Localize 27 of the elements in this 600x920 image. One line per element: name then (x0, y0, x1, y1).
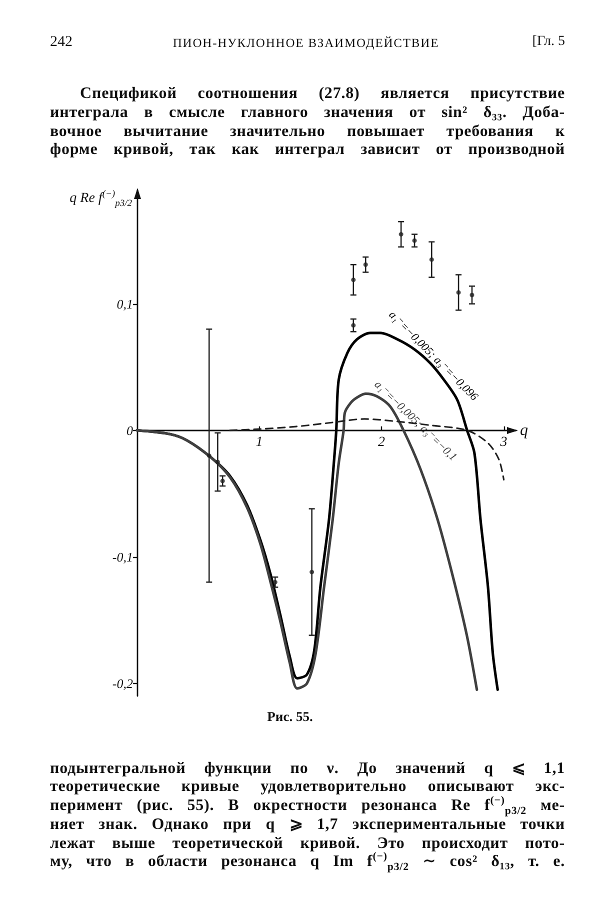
point (220, 478, 225, 484)
x-axis-title: q (520, 422, 528, 439)
x-tick-label: 3 (499, 434, 508, 450)
point (351, 323, 356, 328)
text: Спецификой соотношения (27.8) является присутствие интеграла в смысле главного значения от sin² δ₃₃. Доба- вочное вычитание значительно повышает требования к форме кривой, так как интеграл зависит от производной (50, 85, 565, 160)
point (429, 257, 434, 262)
y-tick-label: 0 (126, 422, 134, 438)
y-tick-label: -0,2 (112, 676, 134, 691)
text: Рис. 55. (266, 708, 314, 726)
text: ПИОН-НУКЛОННОЕ ВЗАИМОДЕЙСТВИЕ (172, 35, 440, 51)
point (456, 290, 461, 295)
text: [Гл. 5 (532, 33, 565, 51)
point (310, 570, 314, 574)
point (272, 580, 278, 584)
text: подынтегральной функции по ν. До значений q ⩽ 1,1 теоретические кривые удовлетворительно описывают экс- перимент (рис. 55). В окрестности резонанса Re f$^{(−)}$$_{p3/2}$ ме- няет знак. Однако при q ⩾ 1,7 экспериментальные точки лежат выше теоретической кривой. Это происходит пото- му, что в области резонанса q Im f$^{(−)}$$_{p3/2}$ ∼ cos² δ₁₃, т. е. (50, 760, 565, 874)
point (215, 460, 220, 464)
x-tick-label: 2 (378, 434, 386, 450)
point (398, 232, 404, 237)
point (412, 238, 417, 243)
point (351, 278, 356, 282)
point (363, 262, 368, 267)
point (206, 453, 212, 458)
y-tick-label: -0,1 (112, 549, 133, 564)
y-tick-label: 0,1 (116, 296, 133, 312)
point (470, 292, 474, 298)
text: 242 (50, 33, 72, 51)
x-tick-label: 1 (256, 434, 263, 450)
